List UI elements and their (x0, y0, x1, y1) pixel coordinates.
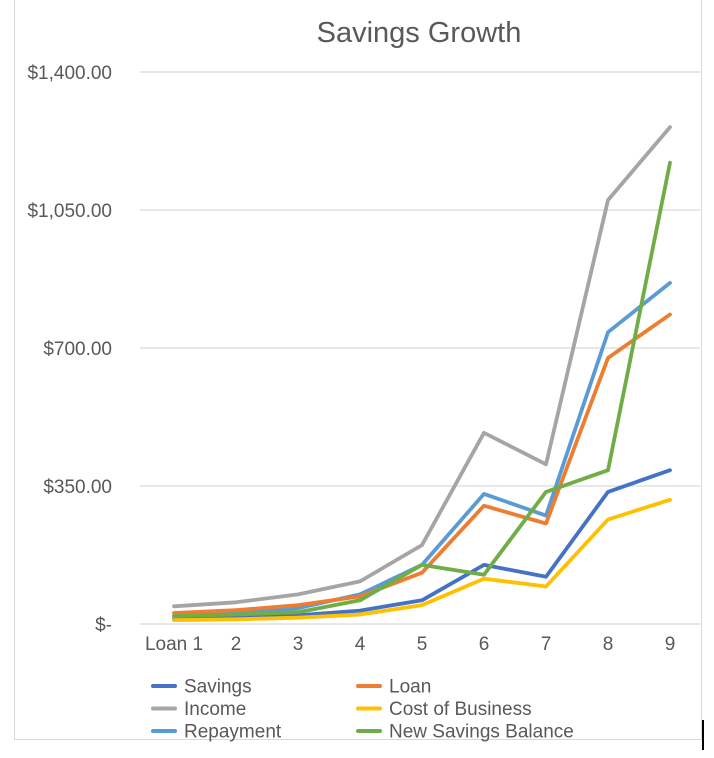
legend: Savings Loan Income Cost of Business Repayme… (151, 677, 574, 743)
x-tick-label: 6 (479, 634, 490, 655)
y-tick-label: $1,050.00 (27, 201, 112, 222)
y-tick-label: $- (95, 615, 112, 636)
series-line-cost-of-business (172, 497, 672, 622)
legend-label-income: Income (184, 699, 246, 720)
y-tick-label: $1,400.00 (27, 63, 112, 84)
x-tick-label: 9 (665, 634, 676, 655)
x-tick-label: 2 (231, 634, 242, 655)
series-lines (172, 125, 672, 622)
y-tick-label: $700.00 (43, 339, 112, 360)
text-cursor (702, 720, 704, 750)
series-line-loan (172, 312, 672, 615)
chart-title: Savings Growth (317, 17, 522, 49)
x-tick-label: 5 (417, 634, 428, 655)
legend-label-repayment: Repayment (184, 722, 282, 743)
y-tick-label: $350.00 (43, 477, 112, 498)
legend-label-cost-of-business: Cost of Business (389, 699, 532, 720)
x-tick-label: Loan 1 (145, 634, 203, 655)
x-axis-tick-labels: Loan 1 2 3 4 5 6 7 8 9 (145, 634, 675, 655)
legend-label-new-savings-balance: New Savings Balance (389, 722, 574, 743)
x-tick-label: 4 (355, 634, 366, 655)
series-line-income (172, 125, 672, 609)
x-tick-label: 8 (603, 634, 614, 655)
legend-label-savings: Savings (184, 677, 252, 698)
x-tick-label: 7 (541, 634, 552, 655)
legend-label-loan: Loan (389, 677, 431, 698)
x-tick-label: 3 (293, 634, 304, 655)
chart-frame (14, 0, 702, 740)
series-line-new-savings-balance (172, 160, 672, 618)
gridlines (140, 71, 700, 625)
y-axis-tick-labels: $- $350.00 $700.00 $1,050.00 $1,400.00 (27, 63, 112, 636)
